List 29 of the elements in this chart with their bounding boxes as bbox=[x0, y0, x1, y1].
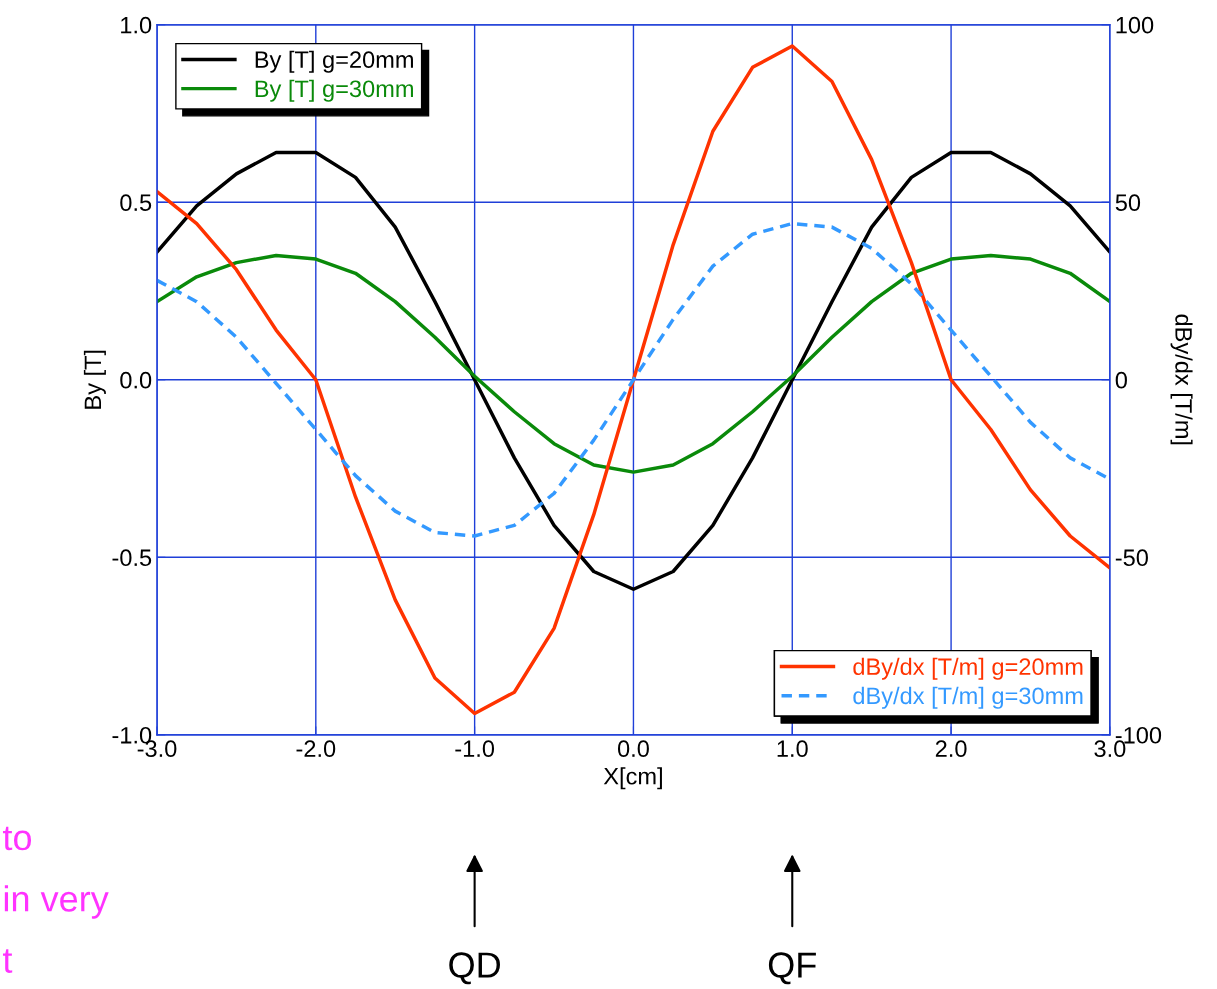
line-series bbox=[156, 150, 1110, 591]
text: QD bbox=[449, 952, 500, 985]
y-tick-label: 1.0 bbox=[121, 16, 152, 34]
y-tick-label: -0.5 bbox=[112, 549, 152, 567]
text: in very bbox=[4, 885, 109, 919]
y2-tick-label: 100 bbox=[1116, 16, 1154, 34]
legend-label: dBy/dx [T/m] g=30mm bbox=[853, 686, 1083, 709]
y-axis-title: By [T] bbox=[83, 350, 106, 409]
y2-tick-label: 0 bbox=[1115, 371, 1127, 389]
line-series bbox=[156, 253, 1110, 474]
legend-label: dBy/dx [T/m] g=20mm bbox=[853, 657, 1083, 680]
y2-axis-title: dBy/dx [T/m] bbox=[1170, 314, 1193, 445]
x-tick-label: 2.0 bbox=[935, 740, 967, 758]
y2-tick-label: 50 bbox=[1115, 194, 1141, 212]
text: QF bbox=[768, 952, 816, 985]
y-tick-label: 0.5 bbox=[120, 194, 152, 212]
text: to bbox=[2, 826, 32, 851]
legend-label: By [T] g=20mm bbox=[255, 50, 413, 73]
y-tick-label: 0.0 bbox=[120, 371, 152, 389]
y2-tick-label: -50 bbox=[1115, 549, 1148, 567]
line-series bbox=[156, 44, 1110, 716]
x-tick-label: 1.0 bbox=[777, 740, 808, 758]
x-tick-label: 0.0 bbox=[617, 740, 649, 758]
x-axis-title: X[cm] bbox=[603, 767, 662, 790]
line-series bbox=[156, 221, 1110, 538]
text: t bbox=[2, 949, 13, 973]
x-tick-label: -2.0 bbox=[296, 740, 336, 758]
x-tick-label: -1.0 bbox=[455, 740, 495, 758]
legend-label: By [T] g=30mm bbox=[255, 79, 413, 102]
